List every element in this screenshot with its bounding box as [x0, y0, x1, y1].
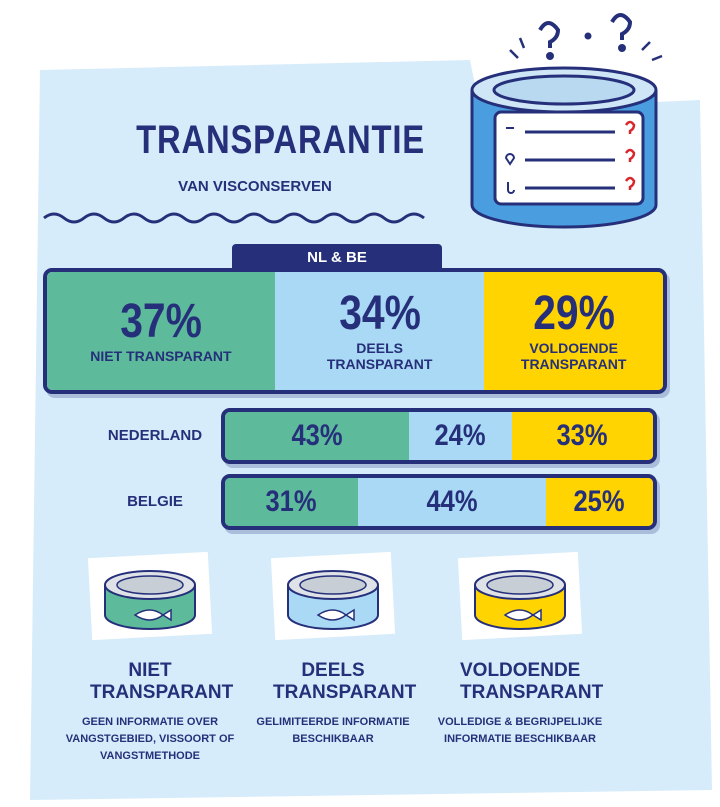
legend-description: VOLLEDIGE & BEGRIJPELIJKE INFORMATIE BES… [437, 716, 603, 745]
can-icon [270, 551, 396, 641]
bar-segment: 44% [357, 478, 546, 526]
bar-segment: 25% [545, 478, 653, 526]
bar-segment: 24% [409, 412, 512, 460]
hero-can [470, 13, 663, 229]
bar-segment: 34% DEELS TRANSPARANT [274, 272, 485, 390]
value-label: 25% [573, 485, 625, 518]
value-label: 34% [338, 287, 421, 340]
bar-row: 31% 44% 25% [221, 474, 657, 530]
bar-segment: 29% VOLDOENDE TRANSPARANT [484, 272, 663, 390]
bar-row: 37% NIET TRANSPARANT 34% DEELS TRANSPARANT 2… [43, 268, 667, 394]
legend-cans [87, 551, 583, 641]
legend-name: VOLDOENDE TRANSPARANT [460, 660, 604, 703]
bar-segment: 37% NIET TRANSPARANT [47, 272, 275, 390]
value-label: 29% [532, 287, 615, 340]
title: TRANSPARANTIE [136, 118, 425, 162]
subtitle: VAN VISCONSERVEN [178, 178, 332, 195]
segment-name: VOLDOENDE TRANSPARANT [520, 340, 627, 372]
bar-segment: 33% [511, 412, 653, 460]
row-label: BELGIE [127, 493, 183, 510]
legend-name: DEELS TRANSPARANT [273, 660, 417, 703]
value-label: 44% [426, 485, 478, 518]
value-label: 43% [291, 419, 343, 452]
bar-segment: 31% [225, 478, 358, 526]
segment-name: NIET TRANSPARANT [90, 348, 232, 364]
can-icon [87, 551, 213, 641]
can-icon [457, 551, 583, 641]
row-label: NEDERLAND [107, 427, 203, 444]
segment-name: DEELS TRANSPARANT [326, 340, 433, 372]
category-tab: NL & BE [232, 244, 442, 272]
value-label: 31% [265, 485, 317, 518]
wave-line [43, 212, 425, 224]
legend-name: NIET TRANSPARANT [90, 660, 234, 703]
value-label: 24% [434, 419, 486, 452]
legend-description: GEEN INFORMATIE OVER VANGSTGEBIED, VISSO… [65, 716, 235, 762]
bar-segment: 43% [225, 412, 410, 460]
bar-row: 43% 24% 33% [221, 408, 657, 464]
value-label: 37% [120, 295, 202, 348]
value-label: 33% [556, 419, 608, 452]
legend-description: GELIMITEERDE INFORMATIE BESCHIKBAAR [256, 716, 410, 745]
